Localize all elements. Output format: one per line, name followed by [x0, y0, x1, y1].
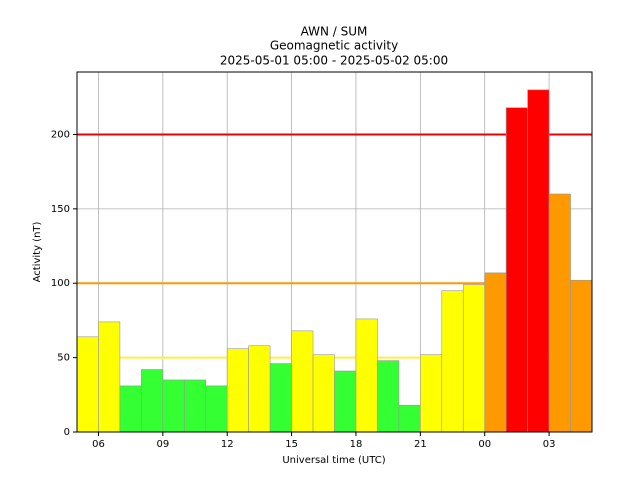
bar	[205, 385, 228, 433]
chart-title: AWN / SUM	[301, 25, 368, 39]
bar	[183, 379, 207, 433]
bar	[76, 336, 99, 433]
bar	[570, 279, 593, 433]
bar	[334, 370, 357, 433]
y-tick-label: 0	[64, 427, 70, 438]
bar	[462, 284, 486, 433]
y-tick-label: 100	[51, 278, 70, 289]
chart-period: 2025-05-01 05:00 - 2025-05-02 05:00	[220, 54, 448, 68]
bar	[398, 404, 421, 433]
x-tick-label: 15	[285, 439, 298, 450]
bar	[527, 89, 550, 433]
y-tick-label: 200	[51, 129, 70, 140]
bar	[248, 345, 271, 433]
bar	[420, 354, 443, 433]
x-tick-label: 09	[156, 439, 169, 450]
bar	[505, 107, 528, 433]
bar	[119, 385, 142, 433]
y-tick-label: 50	[57, 353, 70, 364]
x-tick-label: 06	[92, 439, 105, 450]
bar	[312, 354, 335, 433]
bar	[484, 272, 507, 433]
x-tick-label: 18	[350, 439, 363, 450]
x-tick-label: 00	[478, 439, 491, 450]
x-axis-label: Universal time (UTC)	[282, 455, 385, 466]
bar	[141, 369, 164, 433]
chart-subtitle: Geomagnetic activity	[270, 39, 398, 53]
bar	[98, 321, 121, 433]
bar	[226, 348, 249, 433]
bar	[377, 360, 400, 433]
bar	[355, 318, 378, 433]
bar	[441, 290, 464, 433]
bar	[162, 379, 185, 433]
y-tick-label: 150	[51, 204, 70, 215]
bar	[548, 193, 571, 433]
bar	[291, 330, 314, 433]
x-tick-label: 03	[543, 439, 556, 450]
x-tick-label: 21	[414, 439, 427, 450]
bar	[269, 363, 292, 433]
plot-frame	[76, 71, 593, 433]
y-axis-label: Activity (nT)	[32, 221, 43, 282]
x-tick-label: 12	[221, 439, 234, 450]
